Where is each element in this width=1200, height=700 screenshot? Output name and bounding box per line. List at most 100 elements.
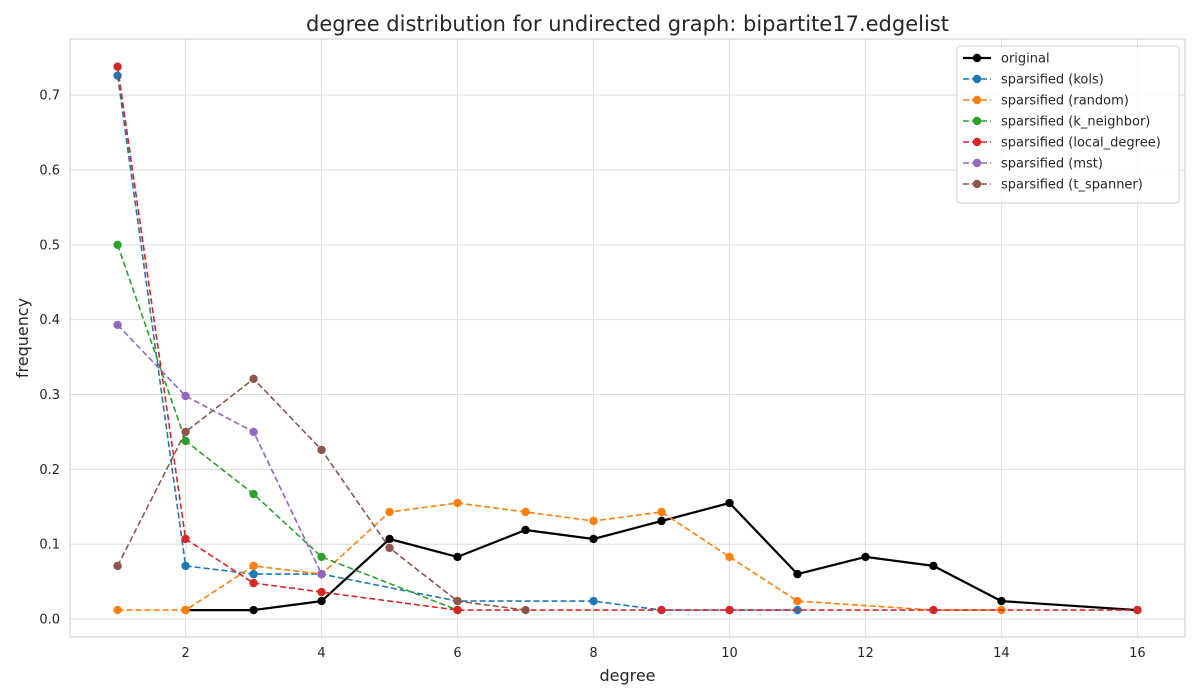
y-axis-label: frequency [13,298,32,378]
data-point [453,498,462,508]
data-point [249,427,258,437]
y-tick-label: 0.5 [39,238,60,253]
data-point [113,240,122,250]
legend-label: sparsified (mst) [1001,157,1103,172]
legend-entry: original [963,52,1050,67]
legend-entry: sparsified (kols) [963,73,1104,88]
legend-marker [972,53,982,63]
y-tick-label: 0.0 [39,613,60,628]
data-point [589,596,598,606]
data-point [113,71,122,80]
data-point [521,605,530,615]
data-point [657,605,666,615]
series-line [185,501,1138,612]
data-point [1133,605,1142,615]
data-point [181,427,190,437]
grid [70,39,1185,637]
series-7 [113,374,530,615]
legend-entry: sparsified (t_spanner) [963,178,1143,193]
data-point [929,605,938,615]
data-point [113,561,122,571]
series-6 [113,320,326,579]
x-tick-label: 6 [453,646,461,661]
data-point [589,534,598,544]
data-point [181,605,190,615]
data-point [385,507,394,517]
data-point [317,445,326,455]
data-point [113,605,122,615]
data-point [453,596,462,606]
y-tick-label: 0.1 [39,538,60,553]
y-tick-label: 0.7 [39,89,60,104]
series-line [117,324,323,575]
x-tick-label: 16 [1129,646,1146,661]
legend-marker [972,116,982,126]
legend-marker [972,158,982,168]
legend-entry: sparsified (k_neighbor) [963,115,1150,130]
data-point [113,320,122,330]
series-line [116,244,458,611]
data-point [317,587,326,597]
data-point [181,436,190,446]
y-tick-label: 0.2 [39,463,60,478]
data-point [385,534,394,544]
data-point [793,569,802,579]
y-tick-label: 0.3 [39,388,60,403]
x-tick-label: 10 [721,646,738,661]
legend-label: sparsified (kols) [1001,73,1104,88]
data-point [453,552,462,562]
x-tick-label: 14 [993,646,1010,661]
x-axis-label: degree [599,666,655,685]
data-point [657,516,666,526]
data-point [249,561,258,571]
data-point [249,605,258,615]
data-point [181,534,190,544]
data-point [317,596,326,606]
tick-labels: 2 4 6 8 10 12 14 16 0.0 0.1 0.2 0.3 0.4 0.5 0.6 0.7 [39,89,1145,661]
series-3 [113,498,1006,615]
legend-label: original [1001,52,1050,67]
y-tick-label: 0.4 [39,313,60,328]
data-point [317,552,326,562]
data-point [929,561,938,571]
data-point [861,552,870,562]
data-point [181,391,190,401]
legend-label: sparsified (t_spanner) [1001,178,1143,193]
legend-marker [972,74,982,84]
series-lines [113,62,1142,615]
data-point [317,569,326,579]
data-point [113,62,122,71]
plot-frame [69,38,1186,638]
y-tick-label: 0.6 [39,163,60,178]
data-point [385,543,394,553]
legend-marker [972,179,982,189]
x-tick-label: 4 [317,646,325,661]
data-point [793,596,802,606]
chart-title: degree distribution for undirected graph… [306,12,949,36]
legend-label: sparsified (k_neighbor) [1001,115,1150,130]
data-point [725,552,734,562]
series-5 [113,62,1142,615]
series-line [116,66,1138,611]
legend-label: sparsified (local_degree) [1001,136,1161,151]
legend: original sparsified (kols) sparsified (ran… [956,45,1180,204]
data-point [725,498,734,508]
data-point [249,489,258,499]
data-point [249,578,258,588]
data-point [453,605,462,615]
data-point [521,507,530,517]
data-point [249,569,258,579]
legend-entry: sparsified (random) [963,94,1129,109]
data-point [521,525,530,535]
x-tick-label: 8 [589,646,597,661]
data-point [589,516,598,526]
data-point [249,374,258,383]
data-point [181,561,190,571]
legend-marker [972,95,982,105]
legend-label: sparsified (random) [1001,94,1129,109]
data-point [657,507,666,517]
legend-marker [972,137,982,147]
legend-entry: sparsified (local_degree) [963,136,1161,151]
data-point [725,605,734,615]
